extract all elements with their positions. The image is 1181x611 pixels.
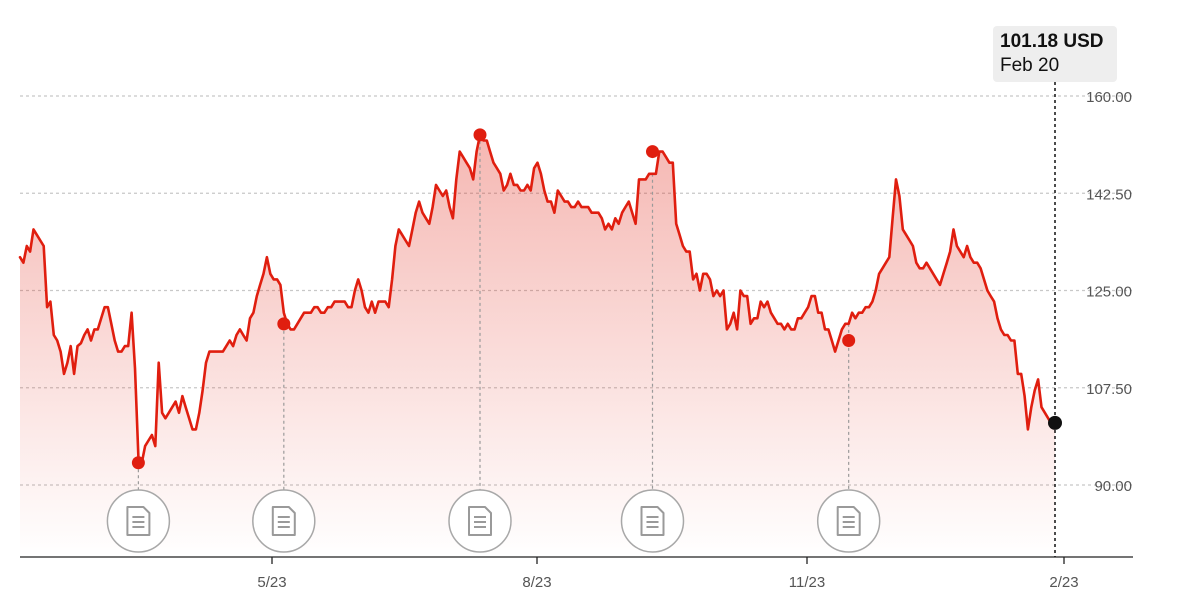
x-tick-label: 11/23 <box>789 574 825 591</box>
x-tick-label: 2/23 <box>1049 574 1078 591</box>
price-marker <box>131 456 145 470</box>
x-tick-label: 8/23 <box>522 574 551 591</box>
y-tick-label: 142.50 <box>1086 186 1132 203</box>
price-marker <box>473 128 487 142</box>
document-icon <box>448 489 512 553</box>
document-icon <box>816 489 881 553</box>
y-tick-label: 107.50 <box>1086 381 1132 398</box>
x-tick-label: 5/23 <box>257 574 286 591</box>
y-tick-label: 125.00 <box>1086 284 1132 301</box>
y-tick-label: 160.00 <box>1086 89 1132 106</box>
price-area <box>20 134 1055 557</box>
price-marker <box>842 334 856 348</box>
price-marker <box>646 145 659 159</box>
document-icon <box>106 489 171 553</box>
price-line <box>18 133 1057 465</box>
last-price-marker <box>1048 415 1062 430</box>
price-tooltip: 101.18 USD Feb 20 <box>993 26 1117 82</box>
tooltip-date: Feb 20 <box>1000 55 1060 76</box>
y-tick-label: 90.00 <box>1094 478 1132 495</box>
document-icon <box>620 489 685 553</box>
tooltip-price: 101.18 USD <box>1000 31 1104 52</box>
price-marker <box>277 317 291 331</box>
document-icon <box>252 489 316 553</box>
